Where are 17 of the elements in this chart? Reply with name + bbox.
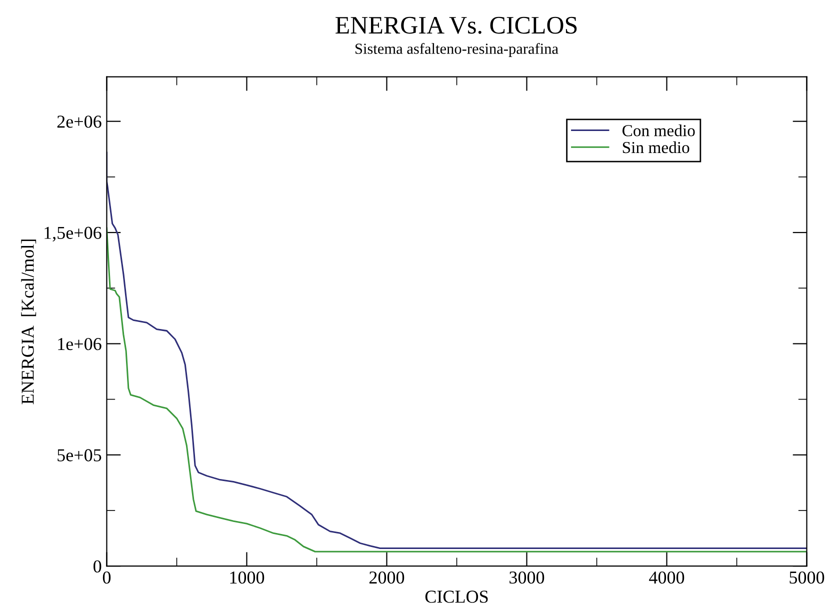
x-tick-label: 3000: [510, 571, 544, 584]
y-tick-label: 1e+06: [58, 338, 102, 350]
chart-title: ENERGIA Vs. CICLOS: [336, 16, 577, 34]
y-tick-label: 2e+06: [57, 116, 102, 128]
legend-label: Sin medio: [622, 141, 690, 154]
chart-subtitle: Sistema asfalteno-resina-parafina: [356, 43, 558, 58]
x-tick-label: 5000: [790, 571, 824, 584]
y-tick-label: 0: [94, 560, 102, 573]
legend-label: Con medio: [622, 124, 695, 136]
x-tick-label: 2000: [369, 571, 404, 584]
x-tick-label: 0: [102, 571, 111, 584]
x-axis-title: CICLOS: [425, 590, 488, 603]
x-tick-label: 1000: [230, 571, 264, 584]
y-tick-label: 5e+05: [58, 449, 102, 462]
y-axis-title: ENERGIA [Kcal/mol]: [21, 240, 36, 404]
x-tick-label: 4000: [649, 571, 684, 584]
y-tick-label: 1,5e+06: [44, 226, 102, 242]
